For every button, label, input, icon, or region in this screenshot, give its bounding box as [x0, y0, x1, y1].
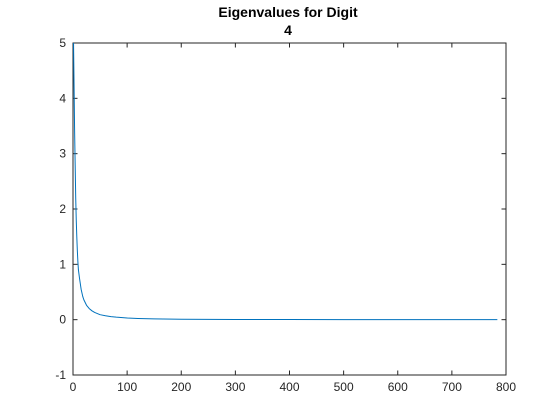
- x-tick-label: 0: [70, 380, 77, 394]
- x-tick-label: 300: [225, 380, 245, 394]
- x-tick-label: 500: [334, 380, 354, 394]
- chart-title-line-2: 4: [284, 22, 292, 38]
- y-tick-label: 0: [59, 313, 66, 327]
- y-tick-label: 3: [59, 147, 66, 161]
- x-tick-label: 700: [442, 380, 462, 394]
- chart-title: Eigenvalues for Digit 4: [218, 4, 358, 38]
- x-tick-label: 200: [171, 380, 191, 394]
- y-axis-ticks: -1 0 1 2 3 4 5: [55, 36, 506, 382]
- x-tick-label: 600: [388, 380, 408, 394]
- x-tick-label: 800: [496, 380, 516, 394]
- x-axis-ticks: 0 100 200 300 400 500 600 700 800: [70, 43, 516, 394]
- y-tick-label: 5: [59, 36, 66, 50]
- series-group: [73, 42, 498, 321]
- plot-area: [72, 42, 507, 376]
- x-tick-label: 100: [117, 380, 137, 394]
- y-tick-label: 4: [59, 91, 66, 105]
- eigenvalue-series-line: [73, 42, 498, 321]
- chart-title-line-1: Eigenvalues for Digit: [218, 4, 358, 20]
- y-tick-label: 2: [59, 202, 66, 216]
- y-tick-label: -1: [55, 368, 66, 382]
- x-tick-label: 400: [279, 380, 299, 394]
- y-tick-label: 1: [59, 257, 66, 271]
